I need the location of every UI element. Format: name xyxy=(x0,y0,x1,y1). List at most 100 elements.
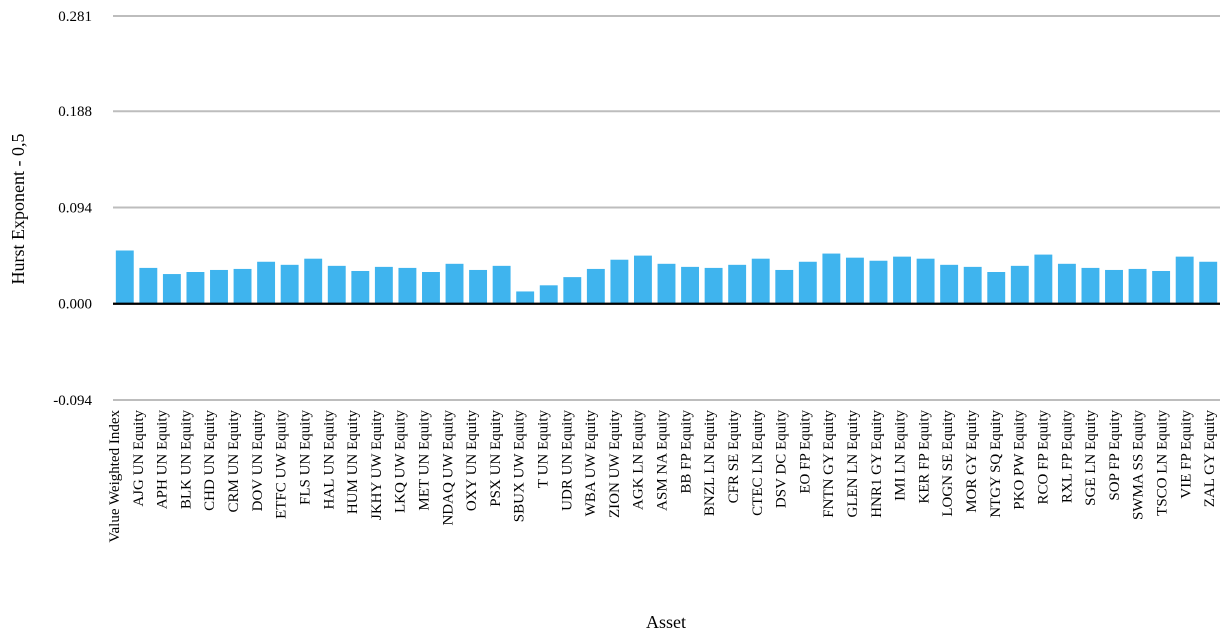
x-tick-label: PKO PW Equity xyxy=(1012,410,1028,510)
x-tick-label: SOP FP Equity xyxy=(1107,410,1123,501)
x-tick-label: VIE FP Equity xyxy=(1178,410,1194,499)
bar xyxy=(987,272,1006,304)
bar xyxy=(233,268,252,304)
bar xyxy=(257,261,276,304)
x-tick-label: NDAQ UW Equity xyxy=(440,410,456,526)
y-tick-label: 0.188 xyxy=(58,104,92,120)
bar xyxy=(963,266,982,304)
bar xyxy=(422,272,440,304)
x-tick-label: ETFC UW Equity xyxy=(274,410,290,519)
bar xyxy=(1010,265,1029,304)
bar xyxy=(162,274,181,304)
x-tick-label: SGE LN Equity xyxy=(1083,410,1099,506)
x-tick-label: ZION UW Equity xyxy=(607,410,623,519)
bar xyxy=(1175,256,1194,304)
x-tick-label: EO FP Equity xyxy=(797,410,813,494)
y-tick-label: 0.281 xyxy=(58,9,92,25)
bar xyxy=(539,285,558,304)
bar-series xyxy=(113,250,1220,305)
x-tick-label: MOR GY Equity xyxy=(964,410,980,513)
x-tick-label: BNZL LN Equity xyxy=(702,410,718,517)
bar xyxy=(1105,269,1123,304)
bar xyxy=(681,266,700,304)
x-tick-label: CHD UN Equity xyxy=(202,410,218,511)
bar xyxy=(351,270,370,304)
x-tick-label: PSX UN Equity xyxy=(488,410,504,507)
x-tick-label: JKHY UW Equity xyxy=(369,410,385,520)
bar xyxy=(845,257,864,304)
x-tick-label: IMI LN Equity xyxy=(893,410,909,501)
x-tick-label: RCO FP Equity xyxy=(1036,410,1052,505)
x-tick-label: BB FP Equity xyxy=(678,410,694,494)
bar xyxy=(751,258,770,304)
x-tick-label: KER FP Equity xyxy=(916,410,932,504)
x-tick-label: ASM NA Equity xyxy=(655,410,671,511)
y-axis-tick-labels: 0.281 0.188 0.094 0.000 -0.094 xyxy=(53,9,92,409)
x-tick-label: UDR UN Equity xyxy=(559,410,575,511)
x-tick-label: BLK UN Equity xyxy=(178,410,194,510)
x-tick-label: LKQ UW Equity xyxy=(393,410,409,514)
bar xyxy=(398,267,417,304)
gridlines xyxy=(113,15,1220,401)
x-tick-label: GLEN LN Equity xyxy=(845,410,861,518)
bar xyxy=(186,272,205,304)
x-tick-label: FNTN GY Equity xyxy=(821,410,837,518)
x-tick-label: HAL UN Equity xyxy=(321,410,337,510)
bar xyxy=(139,267,158,304)
x-tick-label: TSCO LN Equity xyxy=(1155,410,1171,516)
bar xyxy=(1057,263,1076,304)
bar xyxy=(869,260,888,304)
bar xyxy=(469,269,488,304)
bar xyxy=(516,291,535,304)
bar xyxy=(1081,267,1100,304)
bar xyxy=(704,267,723,304)
x-tick-label: CFR SE Equity xyxy=(726,410,742,504)
x-tick-label: SWMA SS Equity xyxy=(1131,410,1147,521)
bar xyxy=(1128,268,1147,304)
bar xyxy=(728,264,747,304)
x-tick-label: DOV UN Equity xyxy=(250,410,266,512)
x-tick-label: CRM UN Equity xyxy=(226,410,242,513)
bar xyxy=(115,250,134,304)
x-tick-label: DSV DC Equity xyxy=(774,410,790,509)
x-tick-label: OXY UN Equity xyxy=(464,410,480,512)
x-tick-label: RXL FP Equity xyxy=(1059,410,1075,504)
bar xyxy=(1152,270,1171,304)
x-tick-label: APH UN Equity xyxy=(155,410,171,510)
bar xyxy=(633,255,652,304)
x-axis-title: Asset xyxy=(646,612,686,632)
x-tick-label: FLS UN Equity xyxy=(298,410,314,506)
x-tick-label: AJG UN Equity xyxy=(131,410,147,507)
y-tick-label: -0.094 xyxy=(53,393,92,409)
bar xyxy=(822,253,841,304)
y-tick-label: 0.094 xyxy=(58,200,92,216)
bar xyxy=(610,259,629,304)
bar xyxy=(304,258,323,304)
bar xyxy=(1034,254,1053,304)
bar xyxy=(563,277,582,304)
x-tick-label: SBUX UW Equity xyxy=(512,410,528,523)
x-tick-label: CTEC LN Equity xyxy=(750,410,766,516)
x-tick-label: HNR1 GY Equity xyxy=(869,410,885,518)
x-tick-label: ZAL GY Equity xyxy=(1202,410,1218,508)
bar xyxy=(445,263,464,304)
bar xyxy=(327,265,346,304)
bar xyxy=(940,264,959,304)
bar xyxy=(492,265,511,304)
bar xyxy=(775,269,794,304)
y-axis-title: Hurst Exponent - 0,5 xyxy=(8,134,28,285)
bar xyxy=(657,263,676,304)
bar xyxy=(1199,261,1218,304)
bar xyxy=(916,258,935,304)
x-tick-label: T UN Equity xyxy=(536,410,552,489)
x-tick-label: AGK LN Equity xyxy=(631,410,647,510)
bar xyxy=(586,268,605,304)
x-tick-label: NTGY SQ Equity xyxy=(988,410,1004,518)
y-tick-label: 0.000 xyxy=(58,297,92,313)
x-tick-label: Value Weighted Index xyxy=(107,410,123,543)
bar xyxy=(280,264,299,304)
bar xyxy=(374,266,393,304)
bar xyxy=(798,261,817,304)
bar xyxy=(210,269,228,304)
